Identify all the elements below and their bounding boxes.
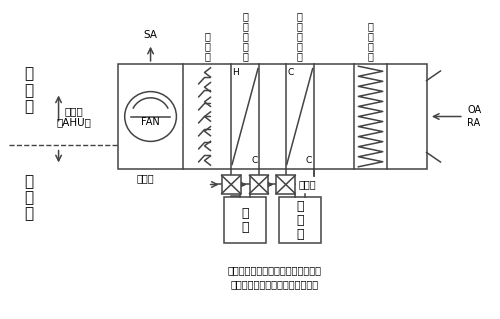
Text: 送風機: 送風機 — [137, 173, 154, 183]
Text: H: H — [232, 68, 239, 77]
Text: フ
ィ
ル
タ: フ ィ ル タ — [368, 21, 374, 61]
Text: 熱
源
側: 熱 源 側 — [24, 174, 34, 222]
Bar — [279, 197, 320, 243]
Text: SA: SA — [144, 30, 158, 40]
Text: 加
湿
器: 加 湿 器 — [204, 31, 210, 61]
Text: C: C — [251, 156, 258, 165]
Text: 冷
却
コ
イ
ル: 冷 却 コ イ ル — [297, 11, 302, 61]
Text: 熱
源: 熱 源 — [242, 207, 249, 234]
Bar — [250, 175, 268, 194]
Text: C: C — [306, 156, 312, 165]
Text: 空調機
（AHU）: 空調機 （AHU） — [56, 106, 91, 127]
Text: RA: RA — [468, 118, 480, 128]
Bar — [222, 175, 240, 194]
Text: 冷
熱
源: 冷 熱 源 — [296, 200, 304, 241]
Bar — [224, 197, 266, 243]
Text: 負
荷
側: 負 荷 側 — [24, 66, 34, 114]
Text: 加
熱
コ
イ
ル: 加 熱 コ イ ル — [242, 11, 248, 61]
Circle shape — [124, 92, 176, 141]
Text: 制御弁: 制御弁 — [298, 180, 316, 189]
Text: FAN: FAN — [141, 117, 160, 127]
Text: ヒートポンプラー、吸収冷温水機、
または冷専チラー＋ボイラーなど: ヒートポンプラー、吸収冷温水機、 または冷専チラー＋ボイラーなど — [228, 265, 322, 289]
Bar — [118, 64, 426, 169]
Text: OA: OA — [468, 105, 481, 115]
Bar — [276, 175, 295, 194]
Text: C: C — [288, 68, 294, 77]
